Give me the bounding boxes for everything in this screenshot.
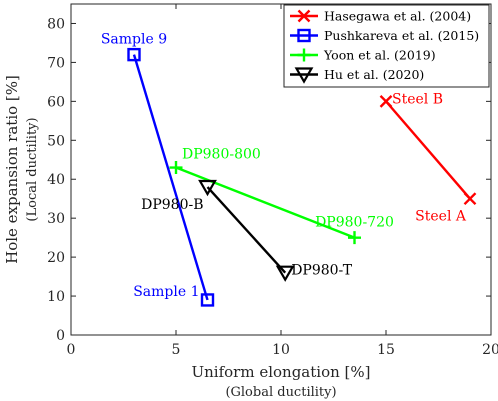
point-labels: Steel B Steel A Sample 9 Sample 1 DP980-800 D… [101,32,467,300]
legend-marker [294,67,314,84]
series-line [175,166,355,239]
data-point [200,293,215,307]
y-tick-label: 80 [47,16,65,32]
y-tick-label: 30 [47,211,65,227]
legend: Hasegawa et al. (2004) Pushkareva et al. … [283,4,490,88]
legend-box [283,4,490,88]
legend-entry: Hu et al. (2020) [290,67,424,84]
y-tick-label: 0 [56,328,65,344]
x-tick-label: 20 [482,342,498,358]
y-tick-label: 50 [47,133,65,149]
data-point [169,161,183,175]
point-label: Sample 9 [101,32,167,48]
legend-marker [297,48,311,62]
y-tick-label: 40 [47,172,65,188]
point-label: DP980-B [141,197,203,213]
series-line [206,186,287,274]
series-3 [169,161,361,245]
data-point [127,47,141,62]
series-layer [127,47,477,307]
legend-label: Hu et al. (2020) [324,67,424,82]
y-tick-label: 60 [47,94,65,110]
legend-label: Pushkareva et al. (2015) [324,28,479,43]
series-line [385,100,471,200]
data-point [198,179,217,197]
x-tick-label: 0 [67,342,76,358]
point-label: DP980-T [291,263,353,279]
point-label: Sample 1 [133,284,199,300]
legend-entry: Hasegawa et al. (2004) [290,9,471,24]
series-4 [198,179,295,282]
x-tick-label: 10 [272,342,290,358]
legend-marker [297,9,311,23]
x-tick-label: 5 [172,342,181,358]
x-axis-label: Uniform elongation [%] [192,363,371,381]
data-point [463,192,477,206]
series-line [132,54,209,301]
x-axis-sublabel: (Global ductility) [225,385,336,400]
data-point [379,95,393,108]
data-point [275,265,295,282]
x-tick-label: 15 [377,342,395,358]
point-label: Steel B [392,91,443,107]
legend-entry: Pushkareva et al. (2015) [290,28,479,43]
legend-entry: Yoon et al. (2019) [290,48,436,63]
y-axis-sublabel: (Local ductility) [25,117,40,221]
series-1 [379,95,477,206]
data-point [348,231,361,245]
y-tick-label: 20 [47,250,65,266]
y-axis-label: Hole expansion ratio [%] [3,75,21,264]
point-label: DP980-720 [315,215,394,231]
y-tick-label: 10 [47,289,65,305]
point-label: Steel A [415,209,467,225]
series-2 [127,47,215,307]
legend-label: Yoon et al. (2019) [323,48,436,63]
legend-marker [297,28,311,43]
y-tick-label: 70 [47,55,65,71]
legend-label: Hasegawa et al. (2004) [324,9,471,24]
point-label: DP980-800 [182,147,261,163]
